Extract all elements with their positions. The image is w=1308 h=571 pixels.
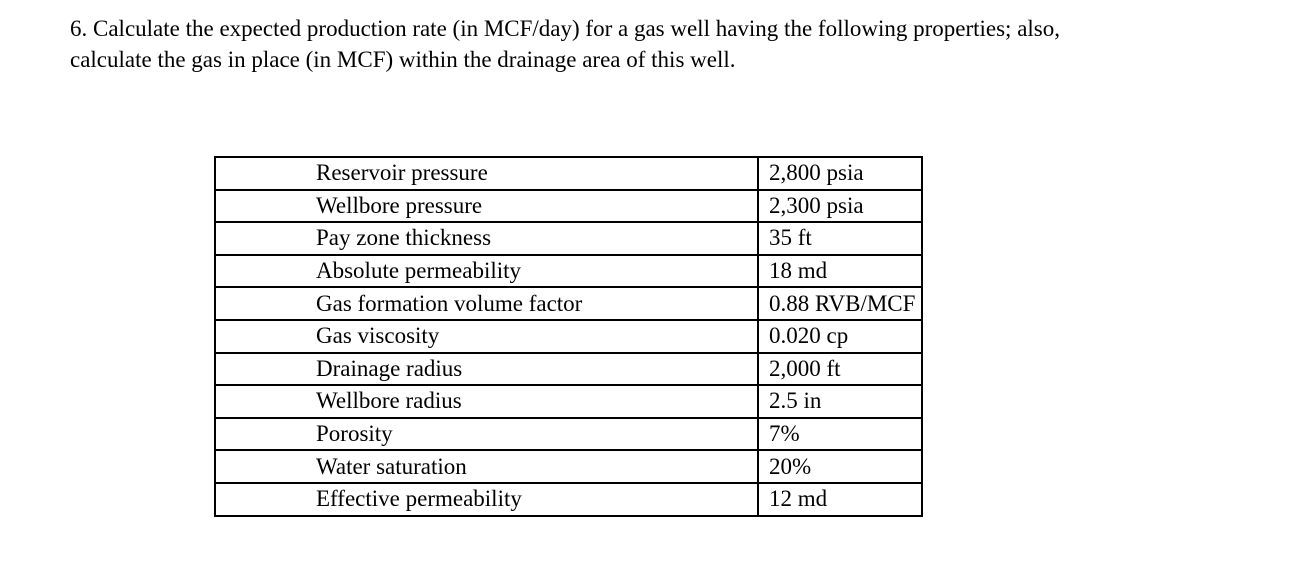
table-row: Drainage radius 2,000 ft bbox=[214, 351, 923, 387]
table-row: Gas formation volume factor 0.88 RVB/MCF bbox=[214, 286, 923, 321]
property-name-cell: Pay zone thickness bbox=[214, 221, 759, 256]
property-name-cell: Absolute permeability bbox=[214, 253, 759, 289]
property-value-cell: 0.88 RVB/MCF bbox=[757, 286, 923, 321]
table-row: Gas viscosity 0.020 cp bbox=[214, 318, 923, 354]
table-row: Pay zone thickness 35 ft bbox=[214, 221, 923, 256]
property-value-cell: 18 md bbox=[757, 253, 923, 289]
property-value-cell: 20% bbox=[757, 449, 923, 484]
property-value-cell: 2.5 in bbox=[757, 384, 923, 419]
table-row: Water saturation 20% bbox=[214, 449, 923, 484]
table-row: Porosity 7% bbox=[214, 416, 923, 452]
property-value-cell: 7% bbox=[757, 416, 923, 452]
property-name-cell: Drainage radius bbox=[214, 351, 759, 387]
table-row: Absolute permeability 18 md bbox=[214, 253, 923, 289]
question-text: 6. Calculate the expected production rat… bbox=[70, 13, 1280, 75]
property-name-cell: Reservoir pressure bbox=[214, 156, 759, 191]
table-row: Effective permeability 12 md bbox=[214, 481, 923, 517]
property-name-cell: Water saturation bbox=[214, 449, 759, 484]
property-value-cell: 2,000 ft bbox=[757, 351, 923, 387]
question-line-1: 6. Calculate the expected production rat… bbox=[70, 16, 1060, 41]
property-name-cell: Wellbore radius bbox=[214, 384, 759, 419]
property-value-cell: 2,300 psia bbox=[757, 188, 923, 224]
property-name-cell: Gas formation volume factor bbox=[214, 286, 759, 321]
properties-table: Reservoir pressure 2,800 psia Wellbore p… bbox=[214, 156, 923, 517]
property-name-cell: Gas viscosity bbox=[214, 318, 759, 354]
property-value-cell: 2,800 psia bbox=[757, 156, 923, 191]
table-row: Reservoir pressure 2,800 psia bbox=[214, 156, 923, 191]
question-line-2: calculate the gas in place (in MCF) with… bbox=[70, 47, 736, 72]
property-name-cell: Porosity bbox=[214, 416, 759, 452]
property-value-cell: 35 ft bbox=[757, 221, 923, 256]
table-row: Wellbore pressure 2,300 psia bbox=[214, 188, 923, 224]
table-row: Wellbore radius 2.5 in bbox=[214, 384, 923, 419]
property-value-cell: 12 md bbox=[757, 481, 923, 517]
property-value-cell: 0.020 cp bbox=[757, 318, 923, 354]
property-name-cell: Wellbore pressure bbox=[214, 188, 759, 224]
property-name-cell: Effective permeability bbox=[214, 481, 759, 517]
